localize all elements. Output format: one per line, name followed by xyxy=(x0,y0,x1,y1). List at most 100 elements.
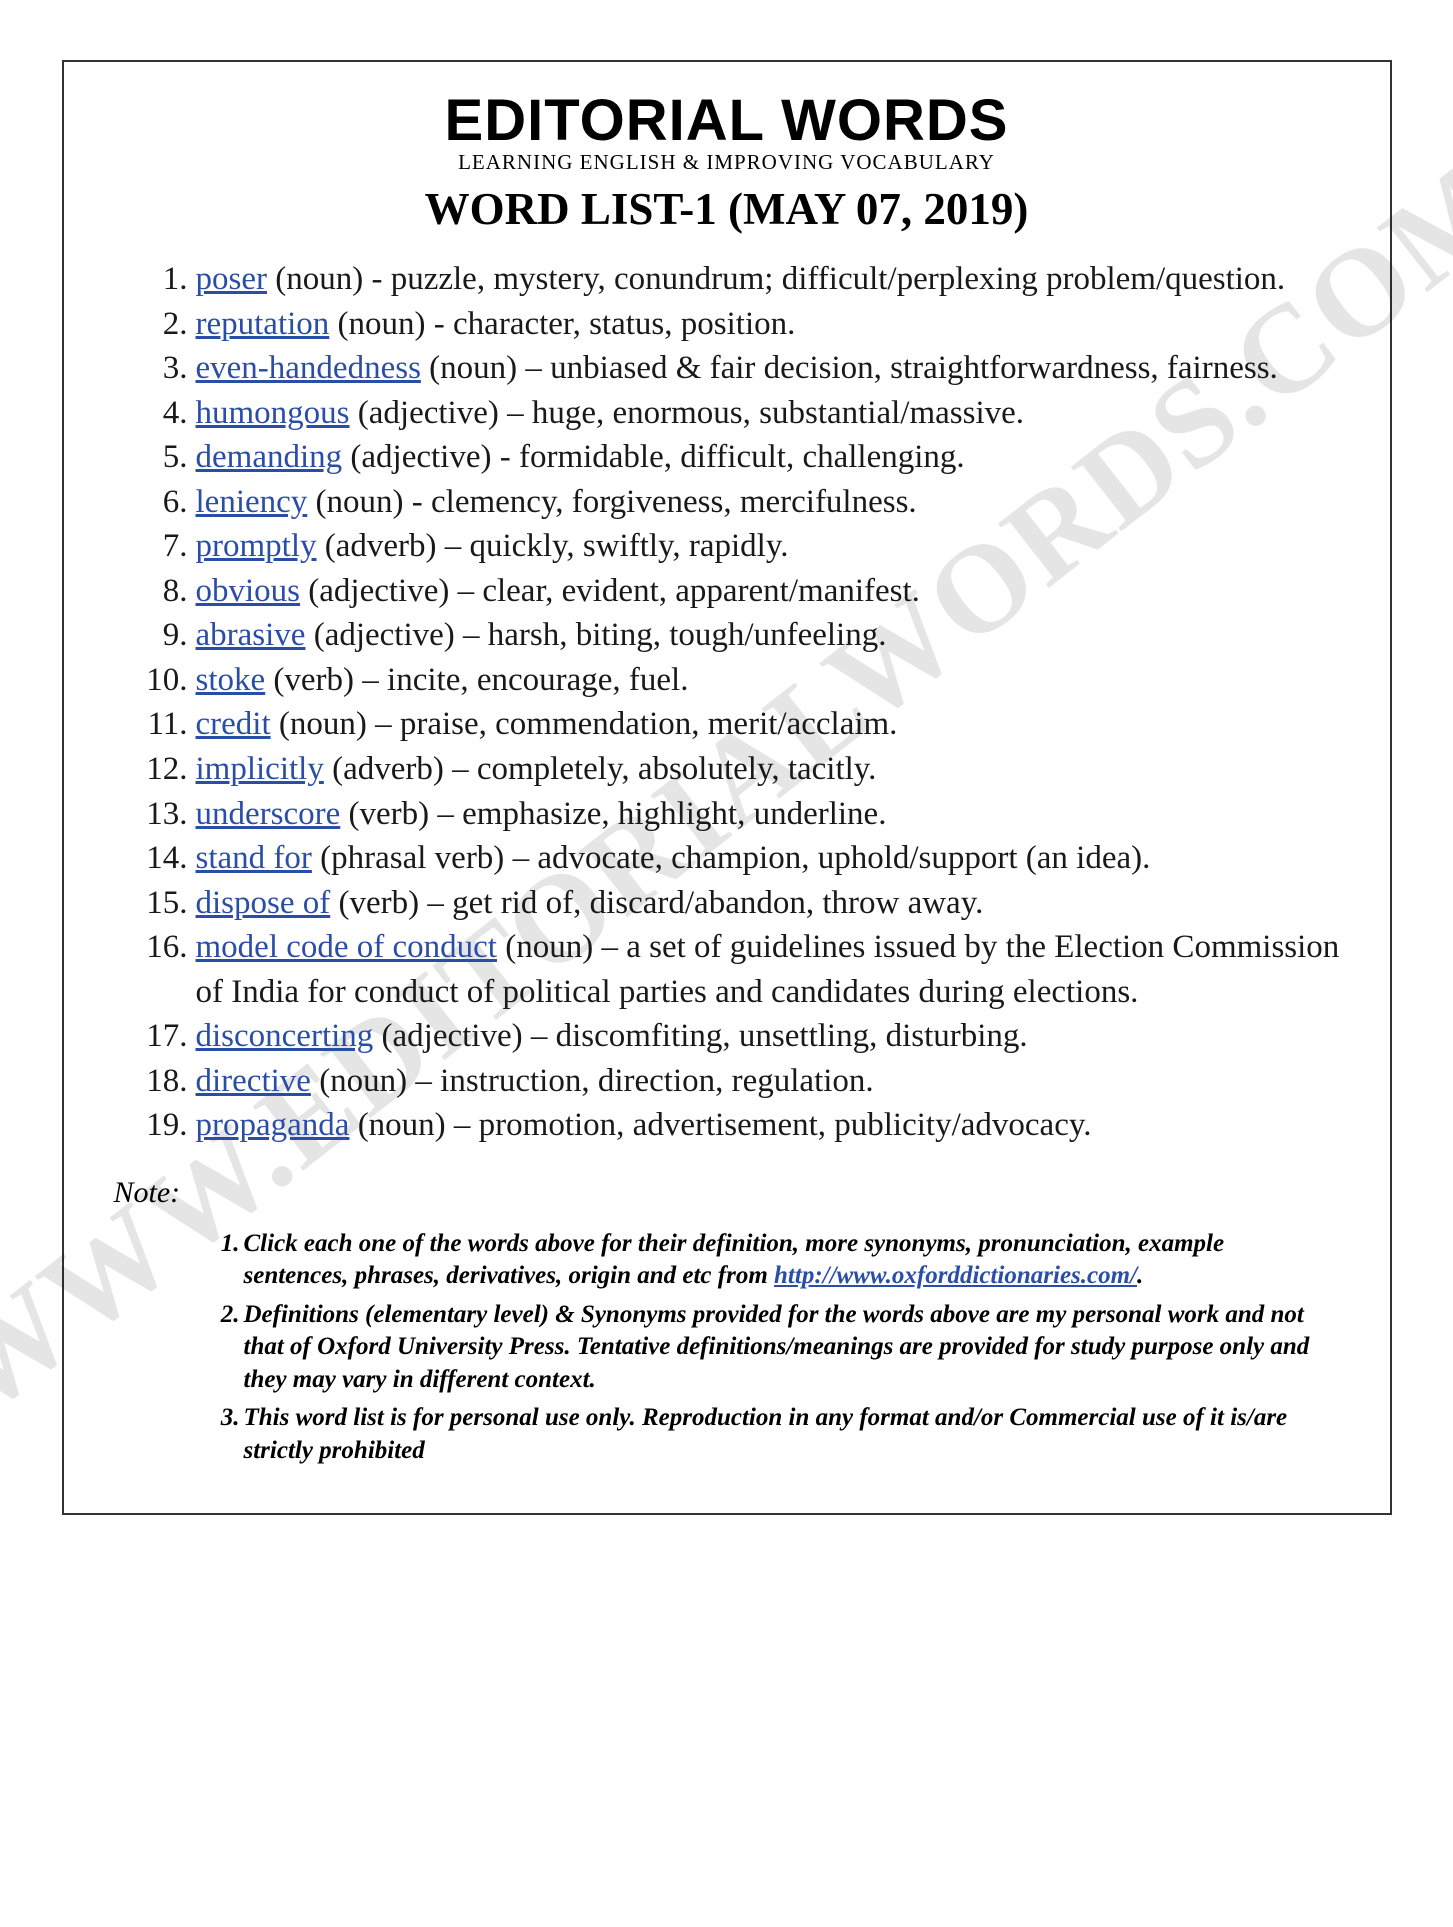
word-item: abrasive (adjective) – harsh, biting, to… xyxy=(190,613,1340,658)
word-sep: – xyxy=(444,751,477,787)
word-link[interactable]: underscore xyxy=(196,796,341,832)
word-def: get rid of, discard/abandon, throw away. xyxy=(452,885,983,921)
word-pos: (noun) xyxy=(316,484,404,520)
word-link[interactable]: directive xyxy=(196,1063,311,1099)
word-sep: - xyxy=(426,306,454,342)
word-sep: – xyxy=(449,573,482,609)
word-item: humongous (adjective) – huge, enormous, … xyxy=(190,391,1340,436)
word-sep: – xyxy=(437,528,470,564)
word-sep: – xyxy=(455,617,488,653)
word-item: implicitly (adverb) – completely, absolu… xyxy=(190,747,1340,792)
word-def: clemency, forgiveness, mercifulness. xyxy=(431,484,917,520)
word-sep: – xyxy=(523,1018,556,1054)
notes-list: Click each one of the words above for th… xyxy=(114,1228,1340,1468)
word-link[interactable]: implicitly xyxy=(196,751,324,787)
word-sep: - xyxy=(363,261,391,297)
word-def: unbiased & fair decision, straightforwar… xyxy=(550,350,1278,386)
word-item: reputation (noun) - character, status, p… xyxy=(190,302,1340,347)
word-item: credit (noun) – praise, commendation, me… xyxy=(190,702,1340,747)
word-def: discomfiting, unsettling, disturbing. xyxy=(556,1018,1028,1054)
word-pos: (adjective) xyxy=(358,395,499,431)
note-heading: Note: xyxy=(114,1176,1340,1210)
word-item: underscore (verb) – emphasize, highlight… xyxy=(190,792,1340,837)
word-item: even-handedness (noun) – unbiased & fair… xyxy=(190,346,1340,391)
word-def: quickly, swiftly, rapidly. xyxy=(470,528,789,564)
word-sep: – xyxy=(354,662,387,698)
word-pos: (adjective) xyxy=(314,617,455,653)
word-item: stoke (verb) – incite, encourage, fuel. xyxy=(190,658,1340,703)
word-sep: – xyxy=(499,395,532,431)
word-pos: (noun) xyxy=(319,1063,407,1099)
word-link[interactable]: reputation xyxy=(196,306,330,342)
note-item: Definitions (elementary level) & Synonym… xyxy=(244,1299,1340,1397)
word-def: advocate, champion, uphold/support (an i… xyxy=(537,840,1150,876)
word-sep: – xyxy=(419,885,452,921)
note-link[interactable]: http://www.oxforddictionaries.com/ xyxy=(774,1262,1137,1289)
word-sep: – xyxy=(446,1107,479,1143)
word-def: huge, enormous, substantial/massive. xyxy=(532,395,1024,431)
word-link[interactable]: poser xyxy=(196,261,267,297)
word-link[interactable]: demanding xyxy=(196,439,343,475)
word-item: disconcerting (adjective) – discomfiting… xyxy=(190,1014,1340,1059)
word-item: dispose of (verb) – get rid of, discard/… xyxy=(190,881,1340,926)
word-sep: - xyxy=(404,484,432,520)
word-def: puzzle, mystery, conundrum; difficult/pe… xyxy=(391,261,1285,297)
word-item: directive (noun) – instruction, directio… xyxy=(190,1059,1340,1104)
word-sep: - xyxy=(491,439,519,475)
masthead: EDITORIAL WORDS LEARNING ENGLISH & IMPRO… xyxy=(114,92,1340,175)
word-def: incite, encourage, fuel. xyxy=(387,662,688,698)
word-pos: (adjective) xyxy=(350,439,491,475)
word-link[interactable]: disconcerting xyxy=(196,1018,374,1054)
word-link[interactable]: promptly xyxy=(196,528,317,564)
word-pos: (adverb) xyxy=(325,528,437,564)
word-link[interactable]: credit xyxy=(196,706,271,742)
word-def: character, status, position. xyxy=(453,306,795,342)
note-item: Click each one of the words above for th… xyxy=(244,1228,1340,1293)
word-pos: (noun) xyxy=(358,1107,446,1143)
word-item: leniency (noun) - clemency, forgiveness,… xyxy=(190,480,1340,525)
masthead-title: EDITORIAL WORDS xyxy=(114,92,1340,150)
word-sep: – xyxy=(407,1063,440,1099)
word-item: stand for (phrasal verb) – advocate, cha… xyxy=(190,836,1340,881)
word-pos: (noun) xyxy=(505,929,593,965)
word-pos: (noun) xyxy=(338,306,426,342)
word-pos: (adjective) xyxy=(308,573,449,609)
word-link[interactable]: propaganda xyxy=(196,1107,350,1143)
note-item: This word list is for personal use only.… xyxy=(244,1402,1340,1467)
word-pos: (adverb) xyxy=(332,751,444,787)
word-def: praise, commendation, merit/acclaim. xyxy=(400,706,898,742)
word-link[interactable]: model code of conduct xyxy=(196,929,497,965)
word-item: demanding (adjective) - formidable, diff… xyxy=(190,435,1340,480)
word-pos: (noun) xyxy=(279,706,367,742)
word-pos: (adjective) xyxy=(382,1018,523,1054)
word-def: completely, absolutely, tacitly. xyxy=(477,751,877,787)
word-def: instruction, direction, regulation. xyxy=(440,1063,873,1099)
word-def: formidable, difficult, challenging. xyxy=(519,439,965,475)
word-link[interactable]: dispose of xyxy=(196,885,331,921)
document-page: WWW.EDITORIALWORDS.COM EDITORIAL WORDS L… xyxy=(62,60,1392,1515)
word-sep: – xyxy=(429,796,462,832)
word-sep: – xyxy=(593,929,626,965)
note-text: This word list is for personal use only.… xyxy=(244,1404,1288,1464)
word-link[interactable]: abrasive xyxy=(196,617,306,653)
word-list: poser (noun) - puzzle, mystery, conundru… xyxy=(114,257,1340,1148)
word-link[interactable]: leniency xyxy=(196,484,308,520)
word-pos: (verb) xyxy=(273,662,354,698)
word-item: propaganda (noun) – promotion, advertise… xyxy=(190,1103,1340,1148)
word-def: emphasize, highlight, underline. xyxy=(462,796,886,832)
word-def: harsh, biting, tough/unfeeling. xyxy=(488,617,887,653)
note-text: . xyxy=(1137,1262,1143,1289)
word-sep: – xyxy=(367,706,400,742)
list-title: WORD LIST-1 (MAY 07, 2019) xyxy=(114,183,1340,235)
word-sep: – xyxy=(504,840,537,876)
word-link[interactable]: obvious xyxy=(196,573,301,609)
word-sep: – xyxy=(517,350,550,386)
note-text: Definitions (elementary level) & Synonym… xyxy=(244,1301,1310,1393)
word-link[interactable]: even-handedness xyxy=(196,350,421,386)
word-link[interactable]: stand for xyxy=(196,840,312,876)
word-item: obvious (adjective) – clear, evident, ap… xyxy=(190,569,1340,614)
word-link[interactable]: humongous xyxy=(196,395,350,431)
word-link[interactable]: stoke xyxy=(196,662,266,698)
masthead-subtitle: LEARNING ENGLISH & IMPROVING VOCABULARY xyxy=(114,150,1340,175)
word-pos: (noun) xyxy=(429,350,517,386)
